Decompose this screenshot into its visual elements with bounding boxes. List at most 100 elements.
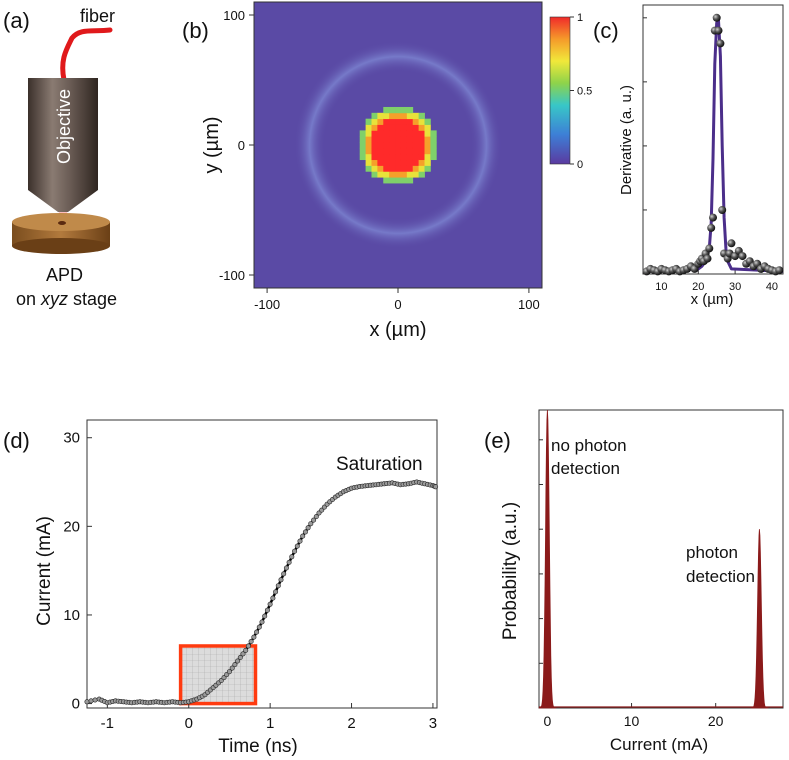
heatmap-cell	[412, 159, 420, 166]
derivative-plot: 10 20 30 40	[642, 4, 784, 293]
heatmap-cell	[377, 153, 384, 161]
heatmap-cell	[400, 171, 408, 178]
heatmap-cell	[389, 171, 396, 178]
heatmap-cell	[400, 177, 408, 184]
histogram-x-label: Current (mA)	[610, 735, 708, 754]
current-data-point	[232, 662, 238, 668]
heatmap-cell	[365, 147, 372, 155]
heatmap-cell	[377, 142, 384, 149]
heatmap-cell	[389, 106, 396, 114]
colorbar-tick-label: 0	[577, 159, 583, 171]
heatmap-cell	[371, 118, 378, 125]
derivative-y-label: Derivative (a. u.)	[618, 85, 635, 195]
heatmap-cell	[365, 142, 372, 149]
heatmap-cell	[371, 130, 378, 137]
heatmap-cell	[406, 136, 414, 143]
heatmap-cell	[371, 147, 378, 155]
heatmap-cell	[406, 165, 414, 172]
current-data-point	[273, 589, 279, 595]
current-data-point	[308, 521, 314, 527]
heatmap-cell	[377, 159, 384, 166]
heatmap-x-tick-label: -100	[254, 297, 280, 312]
heatmap-cell	[412, 112, 420, 120]
heatmap-cell	[400, 136, 408, 143]
derivative-data-point	[716, 39, 725, 48]
heatmap-cell	[406, 147, 414, 155]
heatmap-cell	[383, 147, 390, 155]
heatmap-cell	[406, 118, 414, 125]
heatmap-cell	[418, 118, 425, 125]
heatmap-cell	[400, 130, 408, 137]
derivative-frame	[642, 4, 784, 275]
heatmap-cell	[418, 124, 425, 131]
panel-e: (e) 0 10 20 Current (mA) Probability (a.u.…	[484, 409, 784, 754]
heatmap-cell	[377, 112, 384, 120]
heatmap-cell	[430, 142, 437, 149]
apd-spot	[58, 221, 66, 225]
heatmap-cell	[400, 106, 408, 114]
heatmap-cell	[406, 171, 414, 178]
heatmap-cell	[424, 147, 431, 155]
stage-bottom	[12, 238, 110, 254]
panel-label-e: (e)	[484, 428, 511, 453]
heatmap-cell	[412, 130, 420, 137]
heatmap-cell	[430, 136, 437, 143]
objective-label: Objective	[54, 89, 74, 164]
current-data-point	[226, 669, 232, 675]
current-data-point	[240, 651, 246, 657]
histogram-y-label: Probability (a.u.)	[500, 502, 521, 640]
derivative-fit-line	[642, 18, 784, 273]
panel-a: (a) fiber Objective APD on xyz stage	[3, 6, 117, 309]
panel-label-c: (c)	[593, 18, 619, 43]
derivative-data-point	[738, 252, 747, 261]
heatmap-y-tick-label: 100	[223, 8, 245, 23]
current-x-tick-label: 2	[347, 715, 355, 732]
heatmap-cell	[424, 142, 431, 149]
stage-label: on xyz stage	[16, 289, 117, 309]
heatmap-cell	[359, 130, 366, 137]
current-data-point	[237, 654, 243, 660]
heatmap-cell	[365, 153, 372, 161]
current-data-point	[292, 548, 298, 554]
derivative-data-point	[709, 213, 717, 222]
heatmap-cell	[418, 165, 425, 172]
heatmap-cell	[389, 124, 396, 131]
heatmap-y-label: y (µm)	[201, 116, 223, 173]
heatmap-cell	[371, 142, 378, 149]
current-data-point	[259, 619, 265, 625]
histogram-plot: 0 10 20	[538, 409, 784, 729]
heatmap-cell	[389, 177, 396, 184]
heatmap-cell	[424, 130, 431, 137]
heatmap-cell	[418, 136, 425, 143]
heatmap-cell	[430, 153, 437, 161]
current-data-point	[254, 629, 260, 635]
heatmap-cell	[389, 165, 396, 172]
objective-body	[28, 78, 98, 190]
heatmap-cell	[395, 142, 402, 149]
current-data-point	[84, 699, 90, 705]
heatmap-cell	[389, 159, 396, 166]
current-data-point	[251, 634, 257, 640]
current-data-point	[88, 698, 94, 704]
current-data-point	[300, 533, 306, 539]
heatmap-cell	[406, 112, 414, 120]
heatmap-cell	[424, 165, 431, 172]
current-data-point	[262, 613, 268, 619]
histogram-frame	[538, 409, 784, 709]
heatmap-cell	[395, 147, 402, 155]
heatmap-cell	[400, 147, 408, 155]
heatmap-cell	[371, 112, 378, 120]
heatmap-cell	[383, 177, 390, 184]
heatmap-cell	[395, 130, 402, 137]
current-data-point	[270, 595, 276, 601]
current-y-tick-label: 20	[63, 518, 80, 535]
histogram-peak	[750, 529, 769, 709]
heatmap-cell	[365, 118, 372, 125]
heatmap-cell	[412, 142, 420, 149]
heatmap-cell	[430, 147, 437, 155]
heatmap-cell	[359, 147, 366, 155]
derivative-data-point	[727, 239, 736, 248]
heatmap-cell	[383, 159, 390, 166]
panel-label-d: (d)	[3, 428, 30, 453]
